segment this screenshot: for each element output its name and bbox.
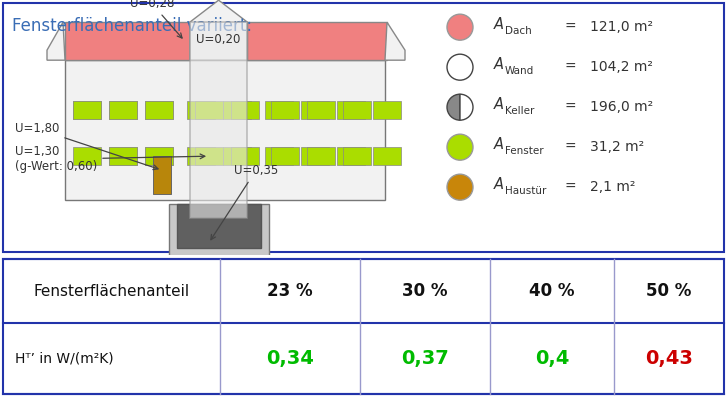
Text: A: A	[494, 97, 504, 112]
Bar	[195, 101, 223, 119]
Bar	[190, 22, 248, 218]
Circle shape	[447, 54, 473, 80]
Bar	[109, 101, 137, 119]
Bar	[271, 101, 299, 119]
Bar	[265, 147, 293, 165]
Bar	[187, 101, 215, 119]
Bar	[343, 101, 371, 119]
Bar	[337, 101, 365, 119]
Bar	[145, 101, 173, 119]
Bar	[231, 101, 259, 119]
Circle shape	[447, 14, 473, 40]
Text: U=0,20: U=0,20	[197, 33, 241, 46]
Bar	[223, 101, 251, 119]
Bar	[223, 147, 251, 165]
Bar	[231, 147, 259, 165]
Bar	[307, 101, 335, 119]
Text: =: =	[565, 100, 577, 114]
Polygon shape	[47, 22, 65, 60]
Circle shape	[447, 134, 473, 160]
Circle shape	[447, 174, 473, 200]
Bar	[373, 101, 401, 119]
Polygon shape	[385, 22, 405, 60]
Text: 31,2 m²: 31,2 m²	[590, 140, 644, 154]
Text: U=1,30
(g-Wert: 0,60): U=1,30 (g-Wert: 0,60)	[15, 145, 205, 173]
Text: A: A	[494, 57, 504, 72]
Text: A: A	[494, 177, 504, 192]
Text: 121,0 m²: 121,0 m²	[590, 20, 653, 34]
Text: A: A	[494, 137, 504, 152]
Bar	[73, 147, 101, 165]
Bar	[271, 147, 299, 165]
Wedge shape	[447, 94, 460, 120]
Bar	[265, 101, 293, 119]
Text: 104,2 m²: 104,2 m²	[590, 60, 653, 74]
Bar	[195, 147, 223, 165]
Text: Fenster: Fenster	[505, 146, 544, 156]
Text: 2,1 m²: 2,1 m²	[590, 180, 636, 194]
Text: 50 %: 50 %	[646, 282, 692, 300]
Text: U=0,28: U=0,28	[130, 0, 182, 38]
Bar	[73, 101, 101, 119]
Bar	[145, 147, 173, 165]
Bar	[109, 147, 137, 165]
Text: Keller: Keller	[505, 106, 534, 116]
Text: =: =	[565, 140, 577, 154]
Bar	[373, 147, 401, 165]
Text: 0,34: 0,34	[266, 350, 314, 368]
Bar	[65, 60, 385, 200]
Bar	[65, 22, 190, 60]
Bar	[169, 204, 269, 256]
Bar	[109, 147, 137, 165]
Bar	[307, 147, 335, 165]
Bar	[153, 156, 171, 194]
Bar	[187, 147, 215, 165]
Text: Fensterflächenanteil: Fensterflächenanteil	[33, 284, 189, 299]
Text: 30 %: 30 %	[403, 282, 448, 300]
Text: 23 %: 23 %	[267, 282, 313, 300]
Text: Haustür: Haustür	[505, 186, 547, 196]
Bar	[73, 101, 101, 119]
Bar	[301, 101, 329, 119]
Bar	[109, 101, 137, 119]
Bar	[343, 147, 371, 165]
Text: Hᵀ’ in W/(m²K): Hᵀ’ in W/(m²K)	[15, 352, 114, 366]
Bar	[177, 204, 261, 248]
Text: 0,4: 0,4	[535, 350, 569, 368]
Text: Fensterflächenanteil variiert:: Fensterflächenanteil variiert:	[12, 17, 252, 35]
Text: 0,37: 0,37	[401, 350, 449, 368]
Text: A: A	[494, 17, 504, 32]
Text: U=0,35: U=0,35	[211, 164, 278, 240]
Text: Dach: Dach	[505, 26, 531, 36]
Bar	[145, 147, 173, 165]
Text: =: =	[565, 180, 577, 194]
Bar	[248, 22, 387, 60]
Text: 196,0 m²: 196,0 m²	[590, 100, 653, 114]
Polygon shape	[190, 0, 248, 60]
Bar	[145, 101, 173, 119]
Text: U=1,80: U=1,80	[15, 122, 158, 170]
Wedge shape	[460, 94, 473, 120]
Text: 40 %: 40 %	[529, 282, 574, 300]
Text: =: =	[565, 60, 577, 74]
Text: Wand: Wand	[505, 66, 534, 76]
Text: =: =	[565, 20, 577, 34]
Text: 0,43: 0,43	[645, 350, 693, 368]
Bar	[337, 147, 365, 165]
Bar	[301, 147, 329, 165]
